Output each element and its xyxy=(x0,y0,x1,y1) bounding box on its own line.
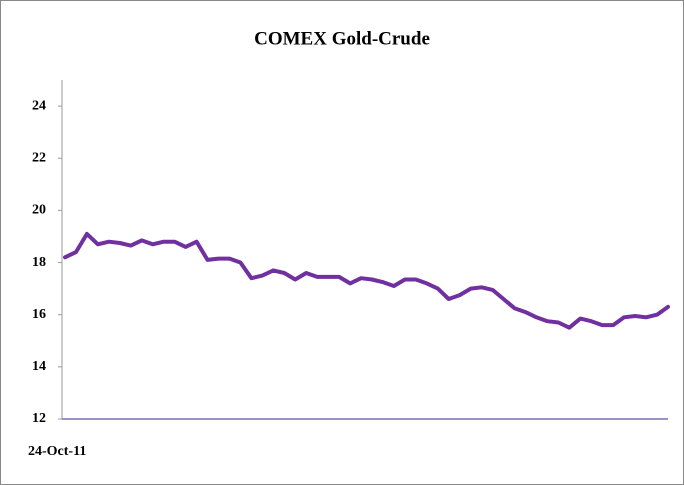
y-tick-label: 18 xyxy=(32,255,46,270)
y-tick-label: 22 xyxy=(32,150,46,165)
chart-title: COMEX Gold-Crude xyxy=(254,28,430,49)
y-tick-label: 16 xyxy=(32,307,46,322)
y-tick-label: 12 xyxy=(32,411,46,426)
y-tick-label: 14 xyxy=(32,359,46,374)
line xyxy=(63,231,670,330)
y-tick-label: 24 xyxy=(32,98,46,113)
x-tick-label: 24-Oct-11 xyxy=(28,444,86,459)
y-tick-label: 20 xyxy=(32,203,46,218)
